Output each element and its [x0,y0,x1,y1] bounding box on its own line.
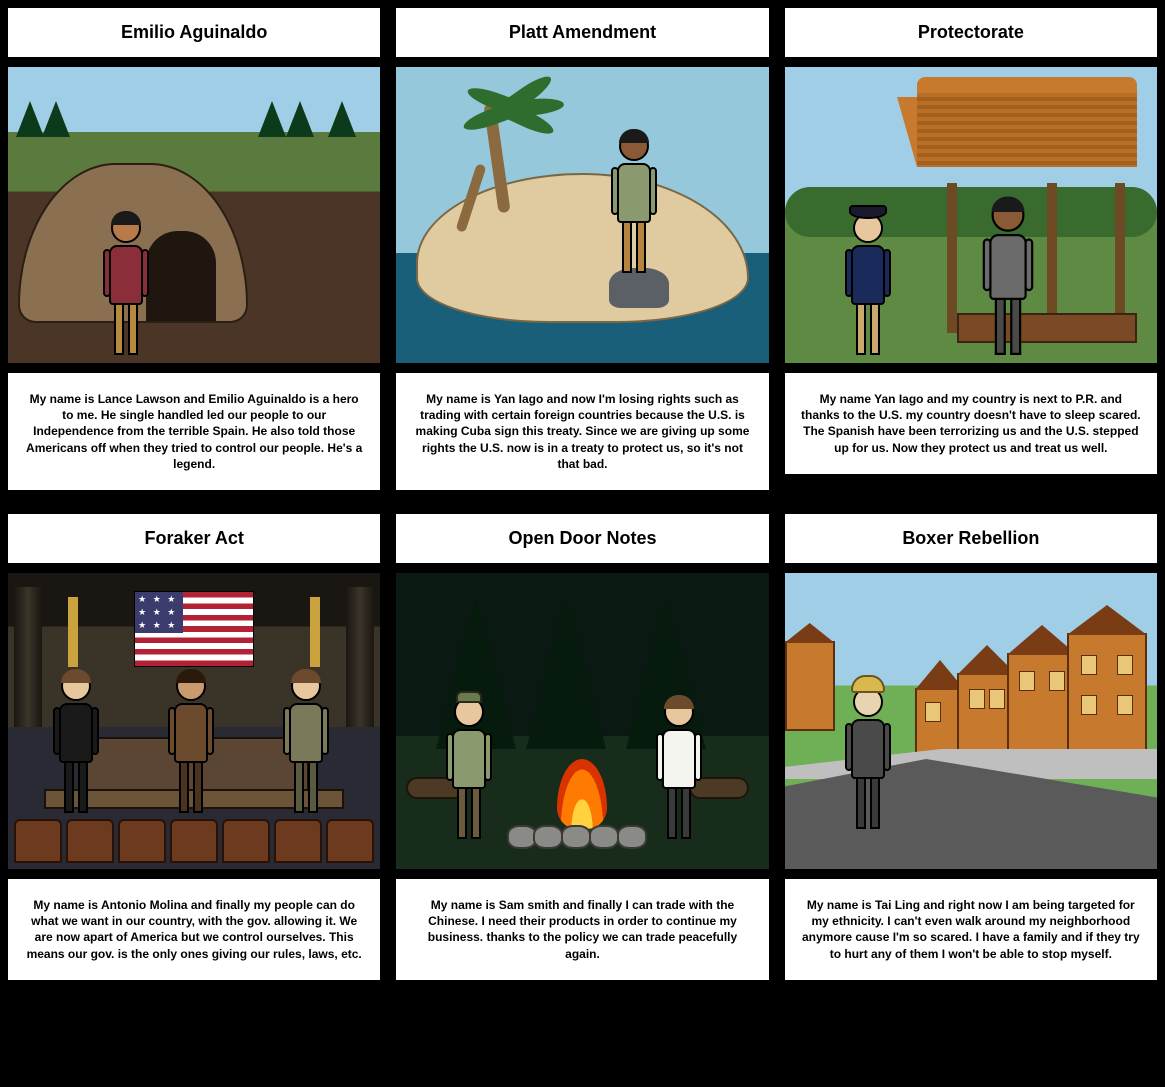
panel-title: Protectorate [783,6,1159,59]
panel-title: Emilio Aguinaldo [6,6,382,59]
character [840,687,896,829]
panel-caption: My name is Tai Ling and right now I am b… [783,877,1159,982]
panel-protectorate: Protectorate My name Yan Iago and my cou… [783,6,1159,492]
scene-street [783,571,1159,871]
storyboard-row-1: Emilio Aguinaldo My name is Lance Lawson… [6,6,1159,492]
character [606,131,662,273]
panel-platt-amendment: Platt Amendment My name is Yan Iago and … [394,6,770,492]
character-local [977,199,1039,355]
panel-caption: My name is Lance Lawson and Emilio Aguin… [6,371,382,492]
scene-campfire [394,571,770,871]
panel-caption: My name is Yan Iago and now I'm losing r… [394,371,770,492]
panel-foraker-act: Foraker Act My name i [6,512,382,982]
panel-caption: My name Yan Iago and my country is next … [783,371,1159,476]
panel-caption: My name is Antonio Molina and finally my… [6,877,382,982]
character [278,671,334,813]
panel-title: Platt Amendment [394,6,770,59]
character [48,671,104,813]
panel-title: Foraker Act [6,512,382,565]
panel-title: Boxer Rebellion [783,512,1159,565]
scene-pavilion [783,65,1159,365]
panel-boxer-rebellion: Boxer Rebellion My name is Tai Ling and … [783,512,1159,982]
storyboard-row-2: Foraker Act My name i [6,512,1159,982]
panel-caption: My name is Sam smith and finally I can t… [394,877,770,982]
panel-emilio-aguinaldo: Emilio Aguinaldo My name is Lance Lawson… [6,6,382,492]
us-flag-icon [134,591,254,667]
character [441,697,497,839]
scene-congress [6,571,382,871]
character [163,671,219,813]
character [98,213,154,355]
panel-title: Open Door Notes [394,512,770,565]
character-soldier [840,213,896,355]
scene-hut [6,65,382,365]
panel-open-door-notes: Open Door Notes My name is Sam smith and… [394,512,770,982]
character [651,697,707,839]
scene-island [394,65,770,365]
